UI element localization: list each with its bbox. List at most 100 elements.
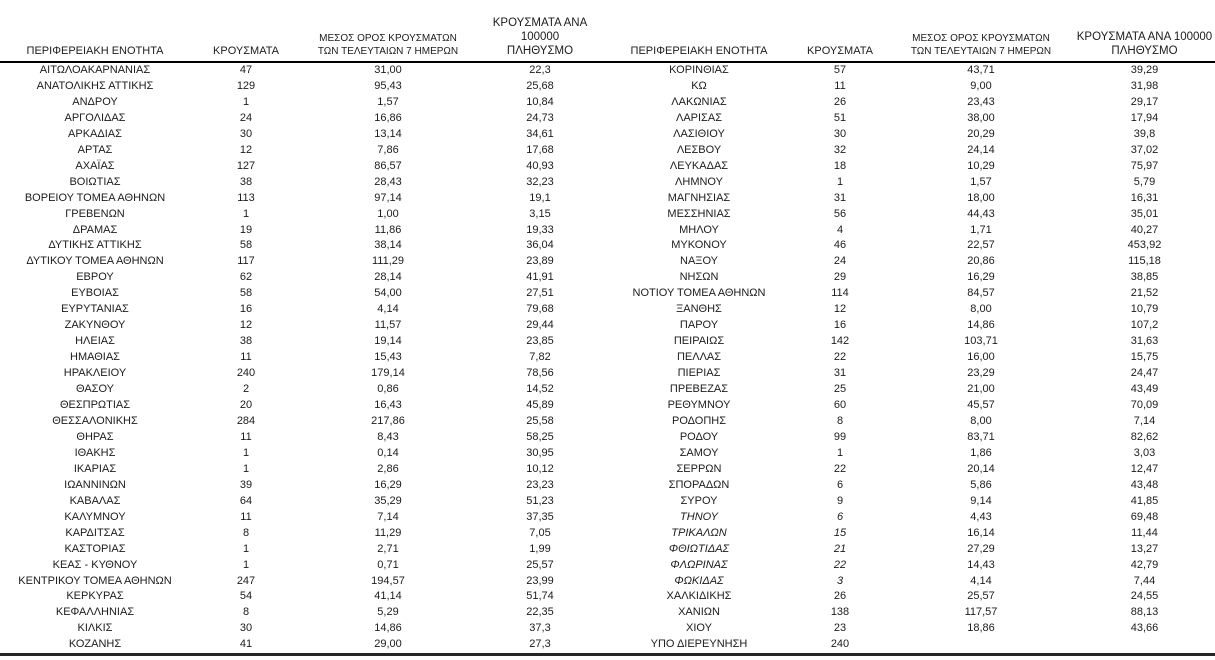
left-region-cell: ΘΕΣΣΑΛΟΝΙΚΗΣ bbox=[52, 414, 138, 427]
table-row: ΓΡΕΒΕΝΩΝ 1 1,00 3,15 ΜΕΣΣΗΝΙΑΣ 56 44,43 35,01 bbox=[0, 207, 1215, 223]
right-region-cell: ΝΑΞΟΥ bbox=[680, 255, 718, 268]
right-avg7-cell: 18,00 bbox=[967, 191, 995, 204]
left-per100k-cell: 27,51 bbox=[526, 287, 554, 300]
left-region-cell: ΙΚΑΡΙΑΣ bbox=[73, 462, 117, 475]
right-per100k-cell: 38,85 bbox=[1130, 271, 1159, 284]
right-region-cell: ΦΩΚΙΔΑΣ bbox=[674, 574, 724, 587]
right-cases-cell: 16 bbox=[833, 319, 847, 332]
right-avg7-cell: 9,14 bbox=[970, 494, 992, 507]
right-cases-cell: 30 bbox=[833, 127, 847, 140]
right-region-cell: ΛΑΚΩΝΙΑΣ bbox=[671, 95, 727, 108]
right-cases-cell: 22 bbox=[833, 351, 847, 364]
left-cases-cell: 64 bbox=[239, 494, 253, 507]
table-row: ΚΑΒΑΛΑΣ 64 35,29 51,23 ΣΥΡΟΥ 9 9,14 41,85 bbox=[0, 494, 1215, 510]
left-cases-cell: 2 bbox=[242, 383, 250, 396]
right-cases-cell: 56 bbox=[833, 207, 847, 220]
header-row: ΠΕΡΙΦΕΡΕΙΑΚΗ ΕΝΟΤΗΤΑ ΚΡΟΥΣΜΑΤΑ ΜΕΣΟΣ ΟΡΟ… bbox=[0, 0, 1215, 62]
left-region-cell: ΔΡΑΜΑΣ bbox=[72, 223, 118, 236]
left-per100k-cell: 24,73 bbox=[526, 111, 554, 124]
right-per100k-cell: 115,18 bbox=[1128, 255, 1161, 268]
table-row: ΘΕΣΠΡΩΤΙΑΣ 20 16,43 45,89 ΡΕΘΥΜΝΟΥ 60 45,57 70,… bbox=[0, 398, 1215, 414]
left-per100k-cell: 23,99 bbox=[526, 574, 554, 587]
table-row: ΙΚΑΡΙΑΣ 1 2,86 10,12 ΣΕΡΡΩΝ 22 20,14 12,47 bbox=[0, 462, 1215, 478]
left-per100k-cell: 37,35 bbox=[526, 510, 554, 523]
left-cases-cell: 127 bbox=[236, 159, 256, 172]
table-row: ΔΥΤΙΚΗΣ ΑΤΤΙΚΗΣ 58 38,14 36,04 ΜΥΚΟΝΟΥ 46 22,5… bbox=[0, 238, 1215, 254]
right-region-cell: ΛΑΣΙΘΙΟΥ bbox=[673, 127, 725, 140]
left-cases-cell: 62 bbox=[239, 271, 253, 284]
right-avg7-cell: 14,43 bbox=[967, 558, 995, 571]
table-row: ΑΝΑΤΟΛΙΚΗΣ ΑΤΤΙΚΗΣ 129 95,43 25,68 ΚΩ 11 9,00 3… bbox=[0, 79, 1215, 95]
right-cases-cell: 18 bbox=[833, 159, 847, 172]
right-per100k-cell: 88,13 bbox=[1130, 606, 1159, 619]
left-per100k-cell: 37,3 bbox=[529, 622, 551, 635]
right-avg7-cell: 20,29 bbox=[967, 127, 995, 140]
table-row: ΚΑΛΥΜΝΟΥ 11 7,14 37,35 ΤΗΝΟΥ 6 4,43 69,48 bbox=[0, 510, 1215, 526]
right-cases-cell: 114 bbox=[831, 287, 849, 300]
table-row: ΒΟΡΕΙΟΥ ΤΟΜΕΑ ΑΘΗΝΩΝ 113 97,14 19,1 ΜΑΓΝΗΣΙΑ… bbox=[0, 191, 1215, 207]
right-region-cell: ΛΕΥΚΑΔΑΣ bbox=[669, 159, 729, 172]
table-row: ΕΒΡΟΥ 62 28,14 41,91 ΝΗΣΩΝ 29 16,29 38,85 bbox=[0, 270, 1215, 286]
left-region-cell: ΑΙΤΩΛΟΑΚΑΡΝΑΝΙΑΣ bbox=[39, 64, 151, 76]
right-per100k-cell: 15,75 bbox=[1130, 351, 1159, 364]
left-cases-cell: 8 bbox=[242, 606, 250, 619]
right-per100k-cell: 24,55 bbox=[1130, 590, 1159, 603]
right-avg7-cell: 16,29 bbox=[967, 271, 995, 284]
right-per100k-cell: 35,01 bbox=[1130, 207, 1159, 220]
left-region-cell: ΚΕΡΚΥΡΑΣ bbox=[66, 590, 124, 603]
left-region-cell: ΕΥΡΥΤΑΝΙΑΣ bbox=[61, 303, 129, 316]
right-cases-cell: 9 bbox=[836, 494, 844, 507]
right-avg7-cell: 1,71 bbox=[970, 223, 992, 236]
right-avg7-cell: 4,43 bbox=[970, 510, 992, 523]
right-avg7-cell: 16,14 bbox=[967, 526, 995, 539]
right-region-cell: ΜΗΛΟΥ bbox=[679, 223, 719, 236]
table-row: ΒΟΙΩΤΙΑΣ 38 28,43 32,23 ΛΗΜΝΟΥ 1 1,57 5,79 bbox=[0, 175, 1215, 191]
right-cases-cell: 6 bbox=[836, 478, 844, 491]
left-per100k-cell: 23,85 bbox=[526, 335, 554, 348]
right-per100k-cell: 16,31 bbox=[1130, 191, 1159, 204]
right-avg7-cell: 8,00 bbox=[970, 303, 992, 316]
left-region-cell: ΚΕΝΤΡΙΚΟΥ ΤΟΜΕΑ ΑΘΗΝΩΝ bbox=[18, 574, 172, 587]
left-region-cell: ΒΟΙΩΤΙΑΣ bbox=[69, 175, 121, 188]
right-cases-cell: 22 bbox=[833, 558, 847, 571]
left-avg7-cell: 1,00 bbox=[377, 207, 399, 220]
left-avg7-cell: 217,86 bbox=[371, 414, 405, 427]
right-avg7-cell: 27,29 bbox=[967, 542, 995, 555]
left-cases-cell: 47 bbox=[239, 64, 253, 76]
left-avg7-cell: 13,14 bbox=[374, 127, 402, 140]
left-cases-cell: 38 bbox=[239, 335, 253, 348]
right-avg7-cell: 43,71 bbox=[967, 64, 995, 76]
left-cases-cell: 1 bbox=[242, 446, 250, 459]
table-row: ΕΥΡΥΤΑΝΙΑΣ 16 4,14 79,68 ΞΑΝΘΗΣ 12 8,00 10,79 bbox=[0, 302, 1215, 318]
right-avg7-cell bbox=[888, 637, 1074, 654]
left-avg7-cell: 7,14 bbox=[377, 510, 399, 523]
table-row: ΗΜΑΘΙΑΣ 11 15,43 7,82 ΠΕΛΛΑΣ 22 16,00 15,75 bbox=[0, 350, 1215, 366]
right-cases-cell: 26 bbox=[833, 95, 847, 108]
left-avg7-cell: 2,86 bbox=[377, 462, 399, 475]
table-row: ΙΩΑΝΝΙΝΩΝ 39 16,29 23,23 ΣΠΟΡΑΔΩΝ 6 5,86 43,48 bbox=[0, 478, 1215, 494]
right-cases-cell: 3 bbox=[836, 574, 844, 587]
left-cases-cell: 41 bbox=[239, 638, 253, 651]
left-per100k-cell: 7,05 bbox=[529, 526, 551, 539]
left-avg7-cell: 38,14 bbox=[374, 239, 402, 252]
left-cases-cell: 38 bbox=[239, 175, 253, 188]
right-per100k-cell: 12,47 bbox=[1130, 462, 1159, 475]
right-cases-cell: 1 bbox=[836, 175, 844, 188]
left-cases-cell: 12 bbox=[239, 143, 253, 156]
left-per100k-cell: 19,1 bbox=[529, 191, 551, 204]
left-avg7-cell: 7,86 bbox=[377, 143, 399, 156]
left-avg7-cell: 28,43 bbox=[374, 175, 402, 188]
left-region-cell: ΚΟΖΑΝΗΣ bbox=[68, 638, 122, 651]
right-per100k-cell: 31,98 bbox=[1130, 79, 1159, 92]
right-cases-cell: 22 bbox=[833, 462, 847, 475]
left-avg7-cell: 179,14 bbox=[371, 367, 405, 380]
header-per100k-left: ΚΡΟΥΣΜΑΤΑ ΑΝΑ 100000 ΠΛΗΘΥΣΜΟ bbox=[492, 17, 588, 57]
right-avg7-cell: 4,14 bbox=[970, 574, 992, 587]
left-per100k-cell: 7,82 bbox=[529, 351, 551, 364]
right-cases-cell: 1 bbox=[836, 446, 844, 459]
right-avg7-cell: 23,43 bbox=[967, 95, 995, 108]
right-per100k-cell: 39,8 bbox=[1133, 127, 1156, 140]
left-cases-cell: 1 bbox=[242, 207, 250, 220]
right-cases-cell: 6 bbox=[836, 510, 844, 523]
table-row: ΘΗΡΑΣ 11 8,43 58,25 ΡΟΔΟΥ 99 83,71 82,62 bbox=[0, 430, 1215, 446]
